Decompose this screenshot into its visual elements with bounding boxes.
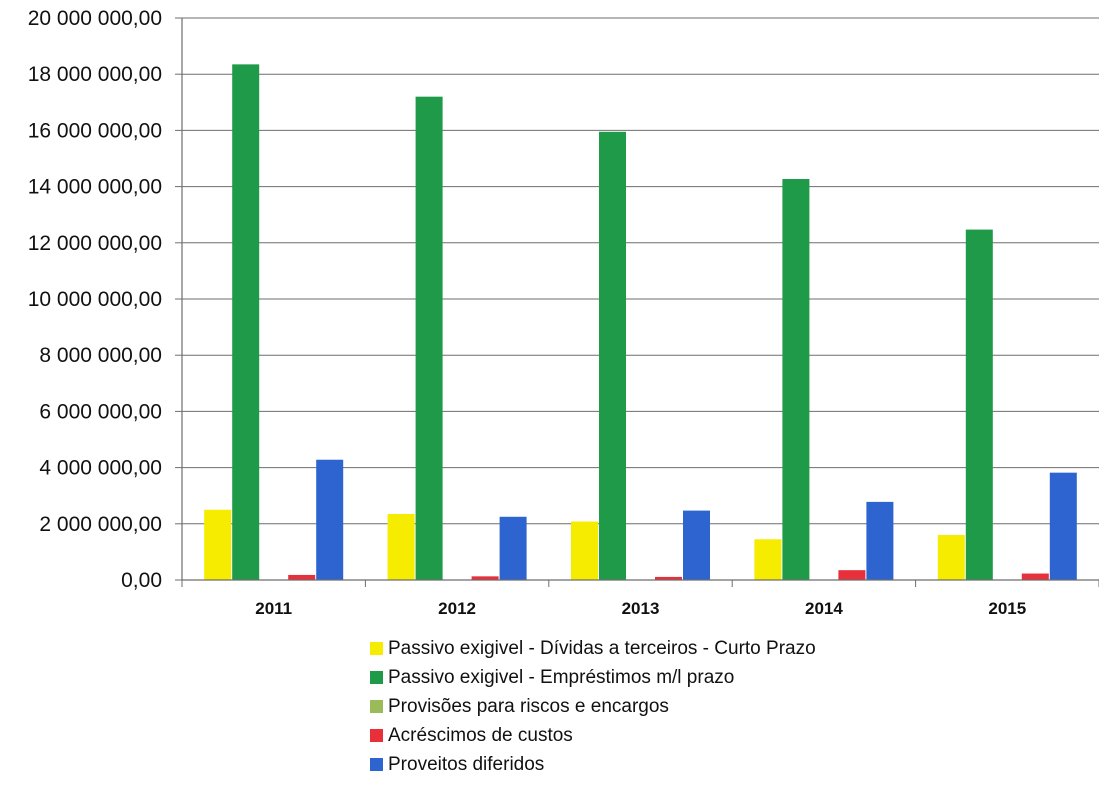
bar-2012-series-0 [387, 513, 415, 580]
legend-swatch [370, 642, 383, 655]
x-tick-label: 2012 [438, 599, 476, 618]
y-tick-label: 2 000 000,00 [39, 513, 162, 536]
legend-item: Acréscimos de custos [370, 721, 816, 750]
bar-2013-series-1 [599, 131, 626, 580]
y-tick-label: 10 000 000,00 [28, 288, 162, 311]
legend: Passivo exigivel - Dívidas a terceiros -… [370, 634, 816, 779]
y-axis-ticks: 0,00 2 000 000,00 4 000 000,00 6 000 000,00… [28, 7, 182, 592]
gridlines [182, 17, 1099, 525]
y-tick-label: 0,00 [121, 569, 162, 592]
bar-2014-series-4 [866, 501, 894, 580]
x-tick-label: 2015 [988, 599, 1026, 618]
bars [204, 64, 1077, 581]
legend-swatch [370, 700, 383, 713]
axes [181, 18, 1099, 581]
bar-2014-series-3 [838, 570, 866, 580]
bar-2015-series-3 [1021, 573, 1049, 580]
bar-2011-series-1 [232, 64, 260, 581]
x-tick-label: 2014 [805, 599, 843, 618]
y-tick-label: 8 000 000,00 [39, 344, 162, 367]
bar-2014-series-0 [754, 539, 782, 580]
legend-item: Passivo exigivel - Empréstimos m/l prazo [370, 663, 816, 692]
bar-2013-series-4 [683, 510, 710, 580]
bar-2011-series-3 [288, 574, 316, 580]
bar-2012-series-1 [415, 96, 443, 581]
bar-2013-series-0 [571, 521, 598, 580]
y-tick-label: 4 000 000,00 [39, 457, 162, 480]
bar-2015-series-1 [965, 229, 993, 580]
legend-item: Provisões para riscos e encargos [370, 692, 816, 721]
x-tick-label: 2013 [622, 599, 660, 618]
y-tick-label: 6 000 000,00 [39, 400, 162, 423]
legend-swatch [370, 729, 383, 742]
bar-2015-series-4 [1049, 472, 1077, 580]
bar-2011-series-4 [316, 459, 344, 580]
bar-2013-series-3 [655, 576, 682, 580]
y-tick-label: 18 000 000,00 [28, 63, 162, 86]
bar-2015-series-0 [937, 535, 965, 580]
legend-label: Passivo exigivel - Dívidas a terceiros -… [388, 637, 816, 659]
bar-2014-series-1 [782, 179, 810, 580]
bar-2012-series-4 [499, 516, 527, 580]
legend-item: Passivo exigivel - Dívidas a terceiros -… [370, 634, 816, 663]
y-tick-label: 14 000 000,00 [28, 176, 162, 199]
legend-swatch [370, 671, 383, 684]
legend-swatch [370, 758, 383, 771]
legend-label: Passivo exigivel - Empréstimos m/l prazo [388, 666, 735, 688]
legend-label: Provisões para riscos e encargos [388, 695, 669, 717]
y-tick-label: 20 000 000,00 [28, 7, 162, 30]
bar-2012-series-3 [471, 576, 499, 580]
x-axis-ticks: 2011 2012 2013 2014 2015 [181, 580, 1099, 618]
legend-label: Acréscimos de custos [388, 724, 573, 746]
bar-2011-series-0 [204, 509, 232, 580]
x-tick-label: 2011 [255, 599, 292, 618]
legend-label: Proveitos diferidos [388, 753, 545, 775]
legend-item: Proveitos diferidos [370, 750, 816, 779]
y-tick-label: 16 000 000,00 [28, 119, 162, 142]
y-tick-label: 12 000 000,00 [28, 232, 162, 255]
